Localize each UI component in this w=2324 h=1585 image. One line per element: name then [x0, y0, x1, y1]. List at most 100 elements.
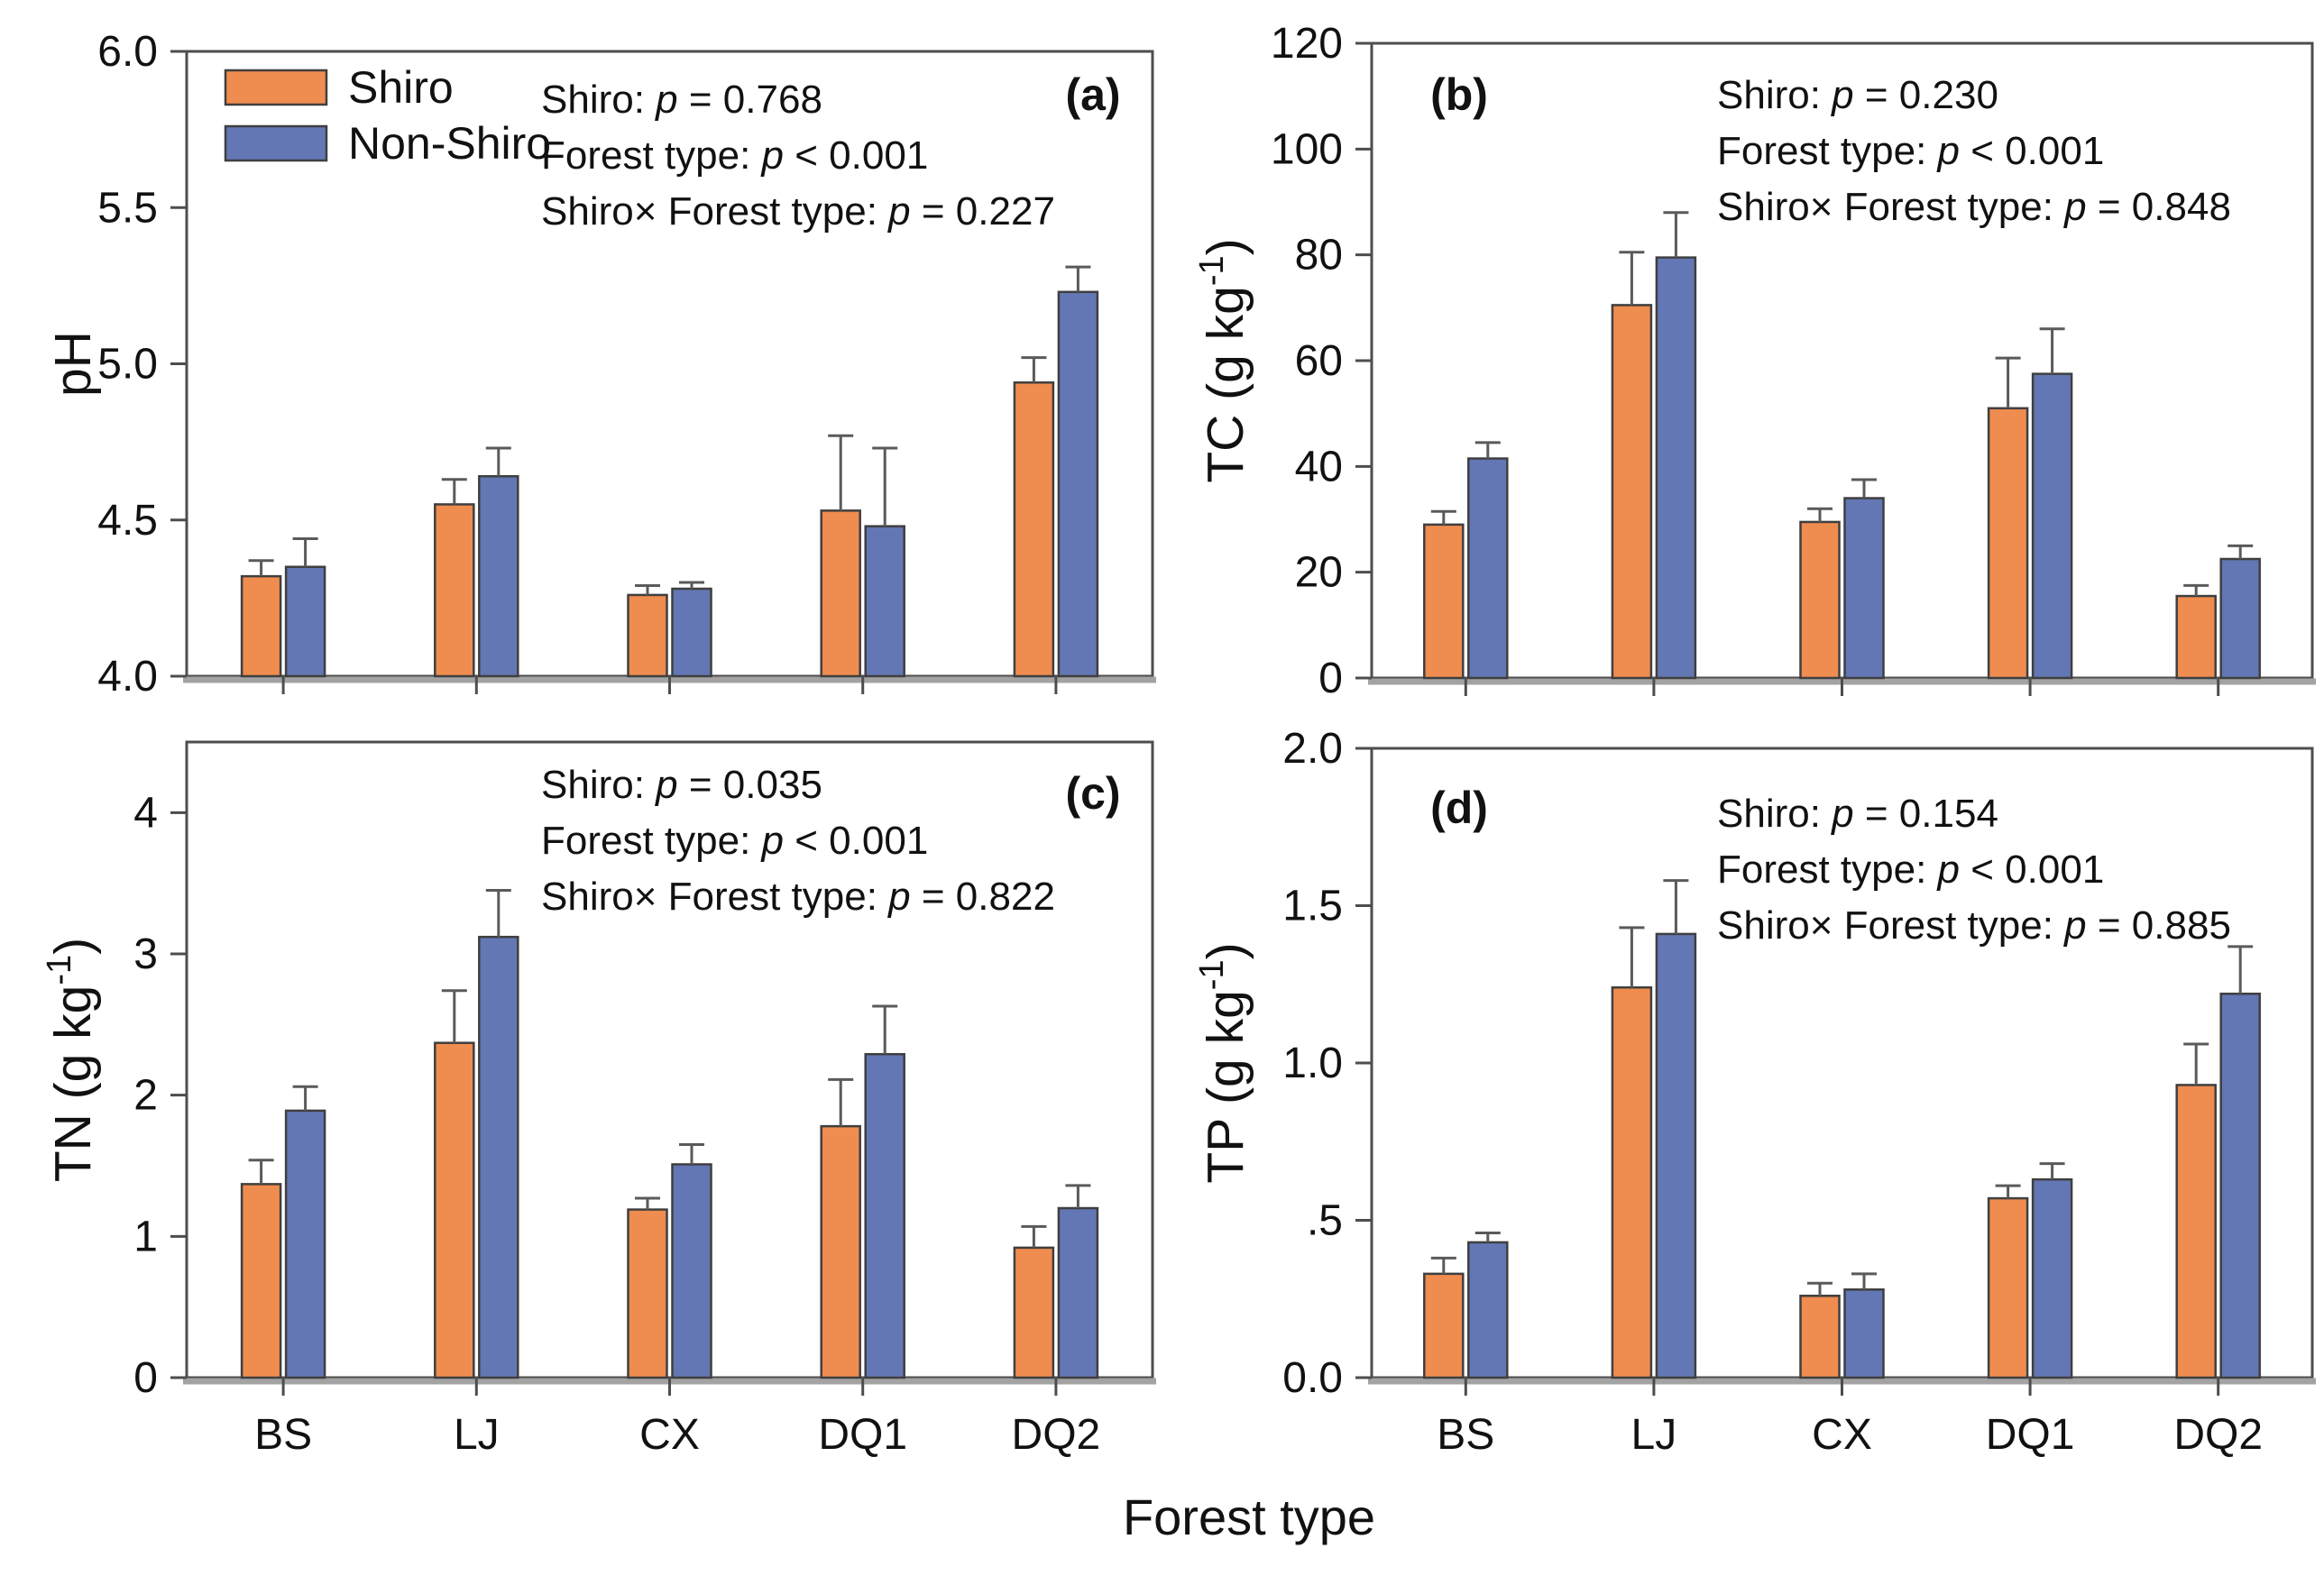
panel-label: (a) — [1065, 69, 1120, 120]
bar-non-shiro-bs — [1467, 457, 1509, 680]
y-tick-label: 4.0 — [97, 653, 158, 701]
legend-label: Shiro — [348, 62, 454, 113]
panel-d-chart: 0.0 .5 1.0 1.5 2.0 BS LJ CX DQ1 DQ2 Shiro: p = 0.1… — [1193, 725, 2316, 1459]
stats-line: Forest type: p < 0.001 — [541, 133, 928, 178]
stats-line: Shiro: p = 0.154 — [1717, 792, 1998, 836]
y-axis-label: pH — [44, 331, 102, 397]
bar-non-shiro-cx — [1843, 497, 1885, 680]
bar-non-shiro-cx — [1843, 1288, 1885, 1379]
bar-shiro-lj — [434, 1041, 475, 1379]
stats-line: Shiro: p = 0.230 — [1717, 73, 1998, 117]
bar-non-shiro-dq1 — [864, 1052, 905, 1379]
bar-shiro-lj — [1611, 304, 1653, 680]
x-tick-label: DQ1 — [1986, 1411, 2075, 1459]
y-tick-label: 80 — [1295, 232, 1343, 279]
bar-non-shiro-dq1 — [2031, 372, 2073, 680]
x-tick-label: BS — [254, 1411, 312, 1459]
stats-line: Shiro× Forest type: p = 0.848 — [1717, 185, 2231, 229]
y-tick-label: 1 — [133, 1213, 158, 1260]
panel-c-chart: 0 1 2 3 4 BS LJ CX DQ1 DQ2 Shiro: p = 0.035 Forest … — [41, 740, 1156, 1459]
bar-shiro-bs — [240, 1183, 282, 1379]
x-tick-label: CX — [1812, 1411, 1872, 1459]
bar-shiro-dq1 — [1987, 1196, 2029, 1379]
bar-non-shiro-lj — [478, 474, 519, 678]
y-tick-label: .5 — [1307, 1197, 1343, 1245]
y-tick-label: 4 — [133, 789, 158, 837]
y-tick-label: 100 — [1271, 125, 1343, 173]
bar-shiro-cx — [627, 1208, 668, 1379]
y-tick-label: 4.5 — [97, 497, 158, 545]
plot-frame — [1370, 747, 2314, 1379]
bar-non-shiro-dq2 — [2219, 557, 2261, 680]
bar-shiro-dq2 — [2175, 594, 2217, 680]
bar-shiro-dq2 — [2175, 1084, 2217, 1379]
x-tick-label: DQ2 — [2173, 1411, 2263, 1459]
stats-line: Shiro× Forest type: p = 0.885 — [1717, 903, 2231, 948]
y-tick-label: 20 — [1295, 549, 1343, 597]
y-tick-label: 120 — [1271, 20, 1343, 68]
y-tick-label: 1.5 — [1282, 883, 1343, 930]
stats-line: Shiro: p = 0.035 — [541, 763, 822, 807]
x-tick-label: LJ — [1631, 1411, 1677, 1459]
bar-shiro-cx — [1799, 520, 1841, 680]
bar-non-shiro-bs — [1467, 1241, 1509, 1379]
bar-shiro-dq1 — [1987, 407, 2029, 680]
y-tick-label: 40 — [1295, 443, 1343, 490]
y-axis-label: TP (g kg-1) — [1193, 942, 1254, 1183]
legend-swatch-shiro — [224, 69, 328, 106]
bar-non-shiro-dq2 — [1057, 290, 1099, 678]
y-tick-label: 5.0 — [97, 341, 158, 389]
bar-non-shiro-dq1 — [864, 525, 905, 678]
y-tick-label: 3 — [133, 930, 158, 978]
bar-shiro-dq2 — [1013, 381, 1055, 678]
y-tick-label: 0.0 — [1282, 1354, 1343, 1402]
x-tick-label: BS — [1437, 1411, 1494, 1459]
panel-b-chart: 0 20 40 60 80 100 120 Shiro: p = 0.230 Forest ty… — [1193, 20, 2316, 702]
bar-non-shiro-lj — [478, 935, 519, 1379]
panel-label: (b) — [1430, 69, 1488, 120]
bar-shiro-dq1 — [820, 509, 861, 678]
bar-shiro-dq1 — [820, 1124, 861, 1379]
bar-non-shiro-dq2 — [1057, 1206, 1099, 1379]
bar-shiro-cx — [1799, 1295, 1841, 1379]
bar-shiro-lj — [1611, 985, 1653, 1379]
bar-non-shiro-cx — [671, 587, 712, 678]
stats-line: Shiro× Forest type: p = 0.822 — [541, 875, 1055, 919]
legend-swatch-non-shiro — [224, 124, 328, 162]
x-tick-label: DQ1 — [818, 1411, 907, 1459]
y-tick-label: 0 — [133, 1354, 158, 1402]
bar-shiro-cx — [627, 593, 668, 678]
bar-shiro-bs — [240, 574, 282, 678]
y-axis-label: TN (g kg-1) — [41, 938, 102, 1182]
bar-non-shiro-lj — [1655, 256, 1697, 680]
stats-line: Shiro× Forest type: p = 0.227 — [541, 189, 1055, 234]
bar-non-shiro-bs — [284, 565, 326, 678]
x-tick-label: DQ2 — [1012, 1411, 1101, 1459]
y-tick-label: 6.0 — [97, 28, 158, 76]
y-tick-label: 5.5 — [97, 184, 158, 232]
stats-line: Forest type: p < 0.001 — [541, 819, 928, 863]
bar-non-shiro-dq1 — [2031, 1177, 2073, 1379]
bar-non-shiro-cx — [671, 1163, 712, 1379]
bar-shiro-lj — [434, 503, 475, 678]
bar-non-shiro-dq2 — [2219, 992, 2261, 1379]
stats-line: Forest type: p < 0.001 — [1717, 847, 2104, 892]
stats-line: Forest type: p < 0.001 — [1717, 129, 2104, 173]
stats-line: Shiro: p = 0.768 — [541, 78, 822, 122]
bar-non-shiro-bs — [284, 1109, 326, 1379]
panel-a-chart: 4.0 4.5 5.0 5.5 6.0 Shiro: p = 0.768 Forest ty… — [44, 28, 1156, 701]
bar-shiro-bs — [1423, 523, 1465, 680]
y-tick-label: 0 — [1318, 655, 1343, 702]
x-tick-label: LJ — [454, 1411, 500, 1459]
y-tick-label: 2 — [133, 1072, 158, 1120]
panel-grid: 4.0 4.5 5.0 5.5 6.0 Shiro: p = 0.768 Forest ty… — [41, 20, 2316, 1459]
bar-shiro-bs — [1423, 1272, 1465, 1379]
y-tick-label: 1.0 — [1282, 1040, 1343, 1087]
x-tick-label: CX — [639, 1411, 700, 1459]
x-axis-title: Forest type — [1122, 1489, 1376, 1545]
panel-label: (c) — [1065, 768, 1120, 819]
y-axis-label: TC (g kg-1) — [1193, 238, 1254, 482]
bar-shiro-dq2 — [1013, 1246, 1055, 1379]
y-tick-label: 2.0 — [1282, 725, 1343, 773]
